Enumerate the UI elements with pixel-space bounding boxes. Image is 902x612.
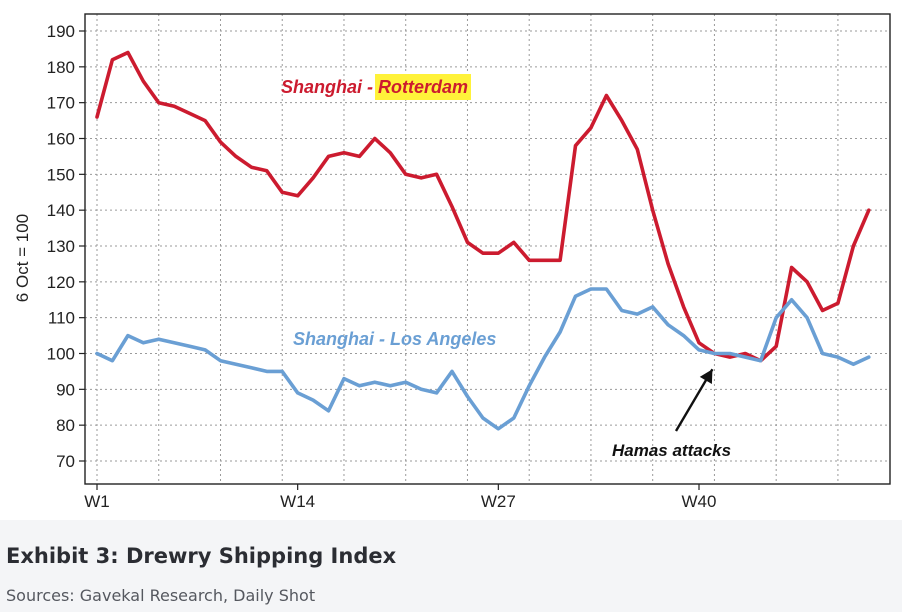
y-tick-label: 170 xyxy=(47,94,75,113)
y-tick-label: 190 xyxy=(47,22,75,41)
series-label-shanghai-rotterdam: Shanghai - Rotterdam xyxy=(281,77,468,97)
series-line-shanghai-los-angeles xyxy=(95,287,871,431)
label-highlight xyxy=(375,74,471,100)
annotation-arrow-head xyxy=(699,369,713,384)
y-tick-label: 120 xyxy=(47,273,75,292)
chart-panel: 70 80 90 100 110 120 130 140 150 160 170 180 190 W1 W1… xyxy=(0,0,902,520)
plot-frame xyxy=(84,13,891,485)
x-tick-label: W40 xyxy=(682,492,717,511)
sources-line: Sources: Gavekal Research, Daily Shot xyxy=(6,586,316,605)
exhibit-title: Exhibit 3: Drewry Shipping Index xyxy=(6,544,397,568)
y-tick-label: 140 xyxy=(47,201,75,220)
y-tick-label: 130 xyxy=(47,237,75,256)
y-axis-label: 6 Oct = 100 xyxy=(13,214,32,302)
y-tick-label: 70 xyxy=(56,452,75,471)
x-tick-label: W1 xyxy=(84,492,110,511)
y-tick-label: 110 xyxy=(48,309,75,328)
y-tick-label: 80 xyxy=(56,416,75,435)
x-tick-label: W14 xyxy=(280,492,315,511)
line-chart: 70 80 90 100 110 120 130 140 150 160 170 180 190 W1 W1… xyxy=(13,13,891,511)
x-tick-label: W27 xyxy=(481,492,516,511)
y-tick-label: 100 xyxy=(47,345,75,364)
y-tick-label: 160 xyxy=(47,130,75,149)
y-tick-label: 180 xyxy=(47,58,75,77)
annotation-hamas-attacks: Hamas attacks xyxy=(612,441,731,460)
y-tick-label: 90 xyxy=(56,380,75,399)
series-label-shanghai-los-angeles: Shanghai - Los Angeles xyxy=(293,329,496,349)
series-line-shanghai-rotterdam xyxy=(95,50,871,363)
y-tick-label: 150 xyxy=(47,165,75,184)
